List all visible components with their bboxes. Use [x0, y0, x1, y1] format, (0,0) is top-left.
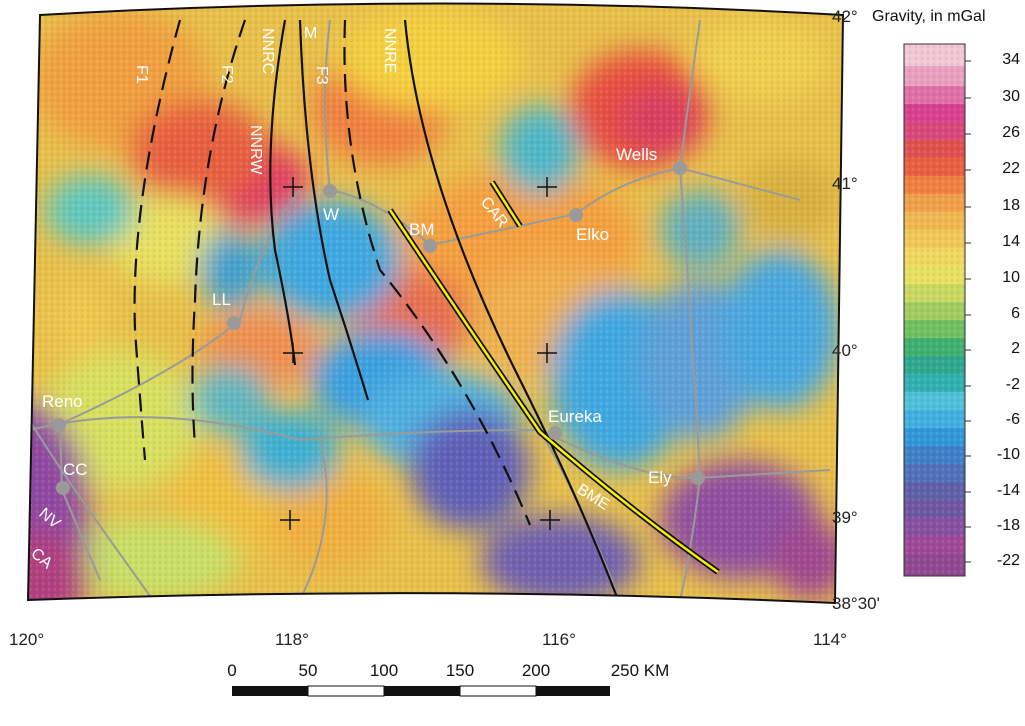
city-label-bm: BM: [409, 220, 435, 239]
scale-label: 250 KM: [610, 661, 670, 680]
city-marker-eureka: [548, 426, 562, 440]
city-marker-wells: [673, 161, 687, 175]
fault-label-nnrw: NNRW: [247, 125, 264, 175]
city-label-eureka: Eureka: [548, 407, 602, 426]
longitude-label-114: 114°: [813, 630, 847, 649]
legend-tick: -18: [996, 517, 1020, 534]
city-label-ely: Ely: [648, 468, 672, 487]
fault-label-nnre: NNRE: [381, 28, 398, 73]
longitude-label-120: 120°: [9, 630, 44, 649]
latitude-label-39: 39°: [832, 508, 858, 527]
longitude-label-118: 118°: [275, 630, 309, 649]
legend-tick: 10: [1002, 269, 1020, 286]
legend-tick: 26: [1002, 124, 1020, 141]
city-marker-elko: [569, 208, 583, 222]
city-label-cc: CC: [63, 460, 88, 479]
city-labels: Wells W BM Elko LL Reno Eureka CC Ely: [42, 145, 672, 487]
map-frame: [26, 2, 845, 605]
scale-label: 0: [227, 661, 237, 680]
legend-tick: 22: [1002, 160, 1020, 177]
latitude-label-41: 41°: [832, 174, 858, 193]
legend-tick: -10: [996, 446, 1020, 463]
longitude-label-116: 116°: [542, 630, 576, 649]
yellow-faults: [387, 180, 720, 575]
city-marker-reno: [52, 418, 66, 432]
legend-tick: 34: [1002, 51, 1020, 68]
city-marker-w: [323, 184, 337, 198]
legend-colorbar: [903, 43, 966, 577]
city-marker-bm: [423, 239, 437, 253]
scale-label: 200: [521, 661, 551, 680]
fault-label-m: M: [304, 25, 317, 42]
city-label-ll: LL: [212, 290, 231, 309]
fault-label-f1: F1: [133, 65, 150, 84]
legend-tick: -6: [1005, 411, 1020, 428]
graticule-crosses: [280, 177, 560, 530]
legend-tick: 2: [1011, 340, 1020, 357]
scale-label: 150: [445, 661, 475, 680]
dashed-faults: [133, 19, 532, 526]
legend-tick: 6: [1011, 305, 1020, 322]
gravity-field: [28, 3, 843, 603]
city-marker-cc: [56, 481, 70, 495]
city-label-wells: Wells: [616, 145, 657, 164]
fault-label-f3: F3: [313, 66, 330, 85]
legend-tick: 14: [1002, 233, 1020, 250]
legend-tick-marks: [965, 60, 971, 563]
scale-bar: [232, 685, 610, 697]
city-label-w: W: [323, 205, 339, 224]
latitude-label-42: 42°: [832, 7, 858, 26]
legend-tick: -2: [1005, 376, 1020, 393]
scale-label: 50: [298, 661, 318, 680]
scale-label: 100: [369, 661, 399, 680]
city-label-elko: Elko: [576, 225, 609, 244]
legend-tick: 30: [1002, 88, 1020, 105]
fault-label-nnrc: NNRC: [259, 28, 276, 74]
solid-faults: [269, 19, 622, 603]
legend-title: Gravity, in mGal: [872, 8, 986, 25]
latitude-label-38-30: 38°30': [832, 594, 880, 613]
legend-tick: 18: [1002, 197, 1020, 214]
fault-label-f2: F2: [218, 65, 235, 84]
legend-tick: -14: [996, 482, 1020, 499]
latitude-label-40: 40°: [832, 341, 858, 360]
state-boundary: [28, 417, 161, 603]
city-markers: [52, 161, 705, 495]
city-marker-ely: [691, 471, 705, 485]
city-marker-ll: [227, 316, 241, 330]
legend-tick: -22: [996, 552, 1020, 569]
city-label-reno: Reno: [42, 392, 83, 411]
